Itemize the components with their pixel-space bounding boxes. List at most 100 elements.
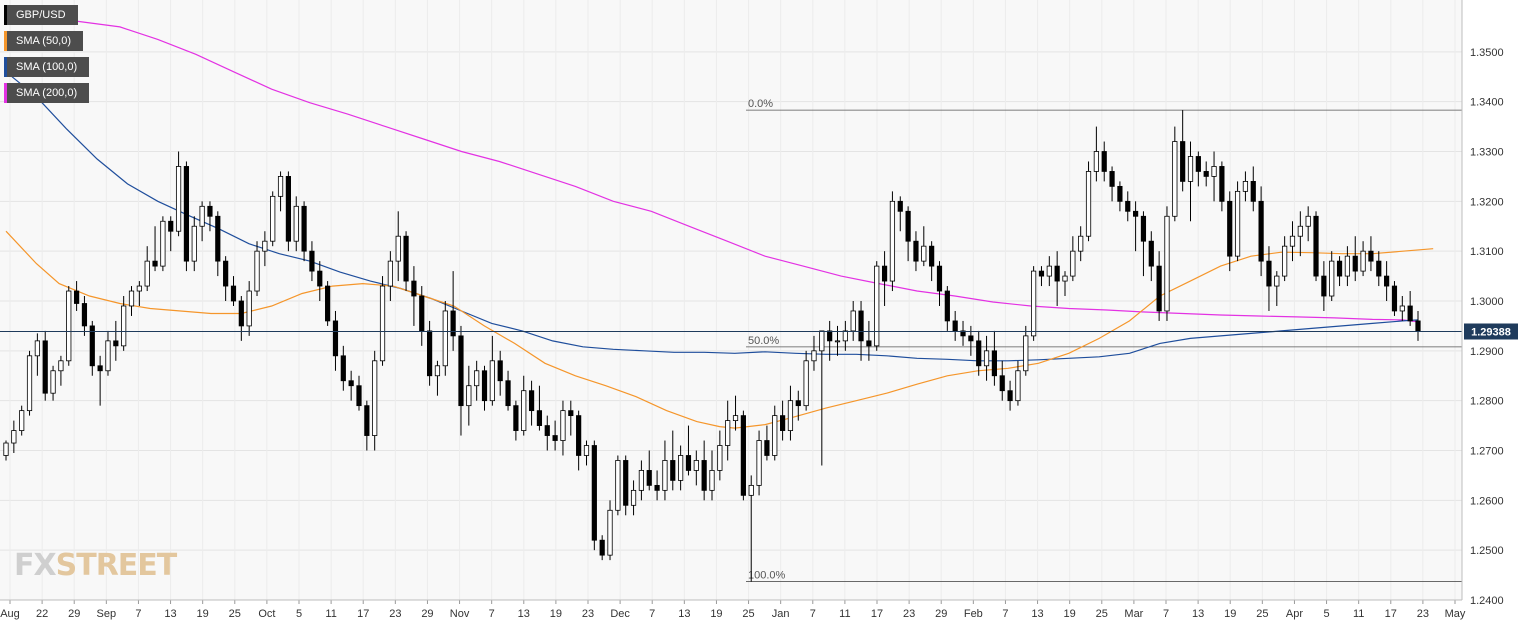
x-tick-label: 11 (839, 608, 850, 620)
candle-body-down (976, 340, 982, 367)
candle-body-down (591, 445, 597, 541)
y-tick-label: 1.2800 (1470, 396, 1504, 408)
candle-body-down (497, 360, 503, 382)
candle-body-up (1242, 180, 1249, 192)
candle-body-down (568, 410, 574, 417)
x-tick-label: 7 (135, 608, 141, 620)
y-tick-label: 1.2900 (1470, 346, 1504, 358)
sma-100-line (5, 71, 1419, 362)
candle-body-down (481, 370, 488, 402)
x-tick-label: 17 (357, 608, 369, 620)
x-tick-label: 5 (296, 608, 302, 620)
x-tick-label: 25 (742, 608, 754, 620)
candle-body-down (403, 235, 409, 282)
candle-body-down (646, 470, 652, 486)
candle-body-down (623, 460, 629, 506)
candle-body-up (583, 445, 590, 456)
candle-body-down (1250, 180, 1256, 202)
x-tick-label: 23 (389, 608, 401, 620)
candle-body-down (740, 415, 746, 496)
candlesticks (3, 110, 1421, 582)
candle-body-up (874, 265, 880, 347)
candle-body-down (285, 176, 292, 242)
candle-body-up (678, 455, 684, 481)
candle-body-down (764, 440, 770, 456)
candle-body-up (1031, 270, 1037, 337)
candle-body-down (1109, 171, 1115, 187)
candle-body-up (246, 290, 252, 327)
candle-body-down (301, 205, 307, 252)
candle-body-down (1101, 151, 1107, 172)
candle-body-up (3, 442, 9, 456)
x-tick-label: 23 (582, 608, 594, 620)
x-axis: Aug 22 29 Sep 7 13 19 25 Oct 5 11 17 23 29 Nov 7 13 19 23 D… (0, 599, 1466, 620)
legend-sma-100[interactable]: SMA (100,0) (4, 57, 90, 77)
candle-body-down (654, 484, 660, 491)
x-tick-label: 22 (36, 608, 48, 620)
candle-body-up (442, 310, 448, 367)
candle-body-down (356, 385, 362, 407)
legend-label: SMA (100,0) (16, 61, 78, 73)
candle-body-up (105, 340, 111, 372)
candle-body-down (528, 390, 535, 412)
candle-body-down (1407, 305, 1413, 322)
candle-body-down (74, 290, 80, 304)
candle-body-up (395, 235, 401, 262)
candle-body-up (11, 430, 17, 444)
candle-body-up (1274, 275, 1280, 287)
legend-label: GBP/USD (16, 9, 66, 21)
x-tick-label: 25 (1256, 608, 1268, 620)
x-tick-label: 7 (1163, 608, 1169, 620)
y-tick-label: 1.2600 (1470, 495, 1504, 507)
candle-body-up (175, 166, 182, 232)
candle-body-down (1156, 265, 1162, 312)
y-tick-label: 1.3300 (1470, 147, 1504, 159)
candle-body-up (191, 225, 197, 262)
x-tick-label: Nov (450, 608, 470, 620)
legend-label: SMA (50,0) (16, 35, 72, 47)
candle-body-down (1352, 255, 1358, 272)
x-tick-label: 19 (197, 608, 209, 620)
candle-body-up (199, 205, 205, 227)
x-tick-label: Aug (0, 608, 20, 620)
candle-body-up (889, 200, 896, 282)
candle-body-down (599, 539, 605, 556)
candle-body-up (834, 340, 841, 343)
candle-body-down (1203, 171, 1209, 177)
candle-body-down (929, 245, 935, 267)
candle-body-down (1313, 215, 1319, 277)
candle-body-down (1140, 215, 1147, 242)
candle-body-up (638, 470, 645, 491)
candle-body-down (999, 375, 1005, 392)
candle-body-up (1360, 250, 1366, 272)
y-tick-label: 1.3000 (1470, 296, 1504, 308)
candle-body-down (1007, 390, 1013, 402)
x-tick-label: 25 (1096, 608, 1108, 620)
candle-body-up (615, 460, 621, 511)
legend-sma-50[interactable]: SMA (50,0) (4, 31, 84, 51)
x-tick-label: 25 (229, 608, 241, 620)
candle-body-down (325, 285, 331, 322)
legend-gbpusd[interactable]: GBP/USD (4, 5, 78, 25)
legend-sma-200[interactable]: SMA (200,0) (4, 83, 90, 103)
x-tick-label: 11 (1353, 608, 1364, 620)
candle-body-up (717, 445, 723, 471)
candle-body-up (50, 370, 56, 394)
candle-body-up (1399, 305, 1405, 312)
y-axis: 1.3500 1.3400 1.3300 1.3200 1.3100 1.3000 1.29… (1461, 0, 1504, 607)
candle-body-up (560, 410, 566, 441)
legend-swatch (4, 57, 7, 77)
candle-body-down (113, 340, 119, 347)
candle-body-up (160, 220, 166, 267)
candle-body-up (1078, 235, 1084, 252)
candle-body-down (1376, 260, 1382, 277)
fibonacci-levels: 0.0% 50.0% 100.0% (746, 98, 1462, 582)
candle-body-down (827, 330, 833, 342)
legend-swatch (4, 83, 7, 103)
candle-body-down (944, 290, 950, 322)
candle-body-down (1054, 265, 1060, 282)
candle-body-down (42, 340, 48, 394)
candle-body-up (1305, 215, 1311, 227)
candle-body-up (34, 340, 40, 357)
